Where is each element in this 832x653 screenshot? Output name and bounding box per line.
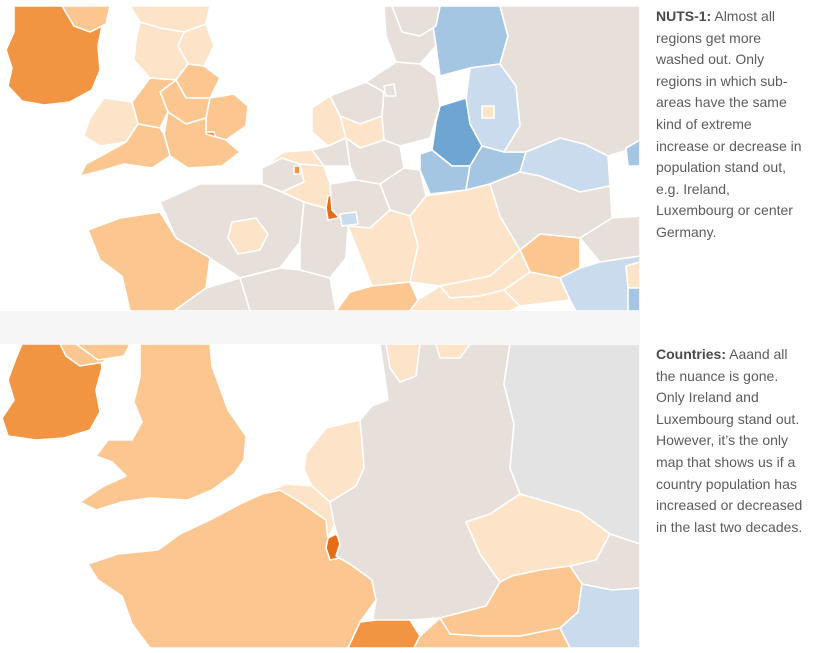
nuts1-map [5,6,640,311]
region-hungary-central [625,261,640,289]
region-wales [83,97,139,147]
region-south-west-england [79,123,171,177]
region-ireland [5,6,103,106]
caption-countries-body: Aaand all the nuance is gone. Only Irela… [656,346,803,535]
region-wallonia [281,163,333,211]
region-poland-east [625,139,640,167]
region-northern-italy [409,285,521,311]
caption-nuts1-body: Almost all regions get more washed out. … [656,8,802,240]
country-united-kingdom [59,344,247,511]
caption-nuts1: NUTS-1: Almost all regions get more wash… [656,6,806,244]
region-berlin [481,105,495,119]
country-uk-north [75,344,131,361]
countries-map [1,344,640,648]
region-croatia-north [627,287,640,311]
caption-nuts1-title: NUTS-1: [656,8,712,24]
region-saarland [339,211,359,227]
country-ireland [1,344,103,441]
region-north-west-england [133,21,189,81]
country-denmark-islands [435,344,471,359]
region-sud-ouest-france [173,277,251,311]
region-hungary [559,255,640,311]
region-centre-est-france [239,267,337,311]
region-bremen [383,83,397,97]
caption-countries-title: Countries: [656,346,726,362]
region-switzerland [335,281,419,311]
country-switzerland [347,619,421,648]
caption-countries: Countries: Aaand all the nuance is gone.… [656,344,806,538]
region-niedersachsen [365,61,441,147]
country-belgium [261,483,335,541]
region-poland-west [499,6,640,157]
nuts1-map-panel [0,6,640,311]
region-denmark [391,6,441,37]
country-denmark [385,344,421,383]
region-brussels [293,165,301,175]
country-italy [413,617,571,648]
region-northern-ireland [61,6,111,33]
panel-divider [0,311,640,344]
region-ile-de-france [227,217,269,255]
countries-map-panel [0,344,640,648]
